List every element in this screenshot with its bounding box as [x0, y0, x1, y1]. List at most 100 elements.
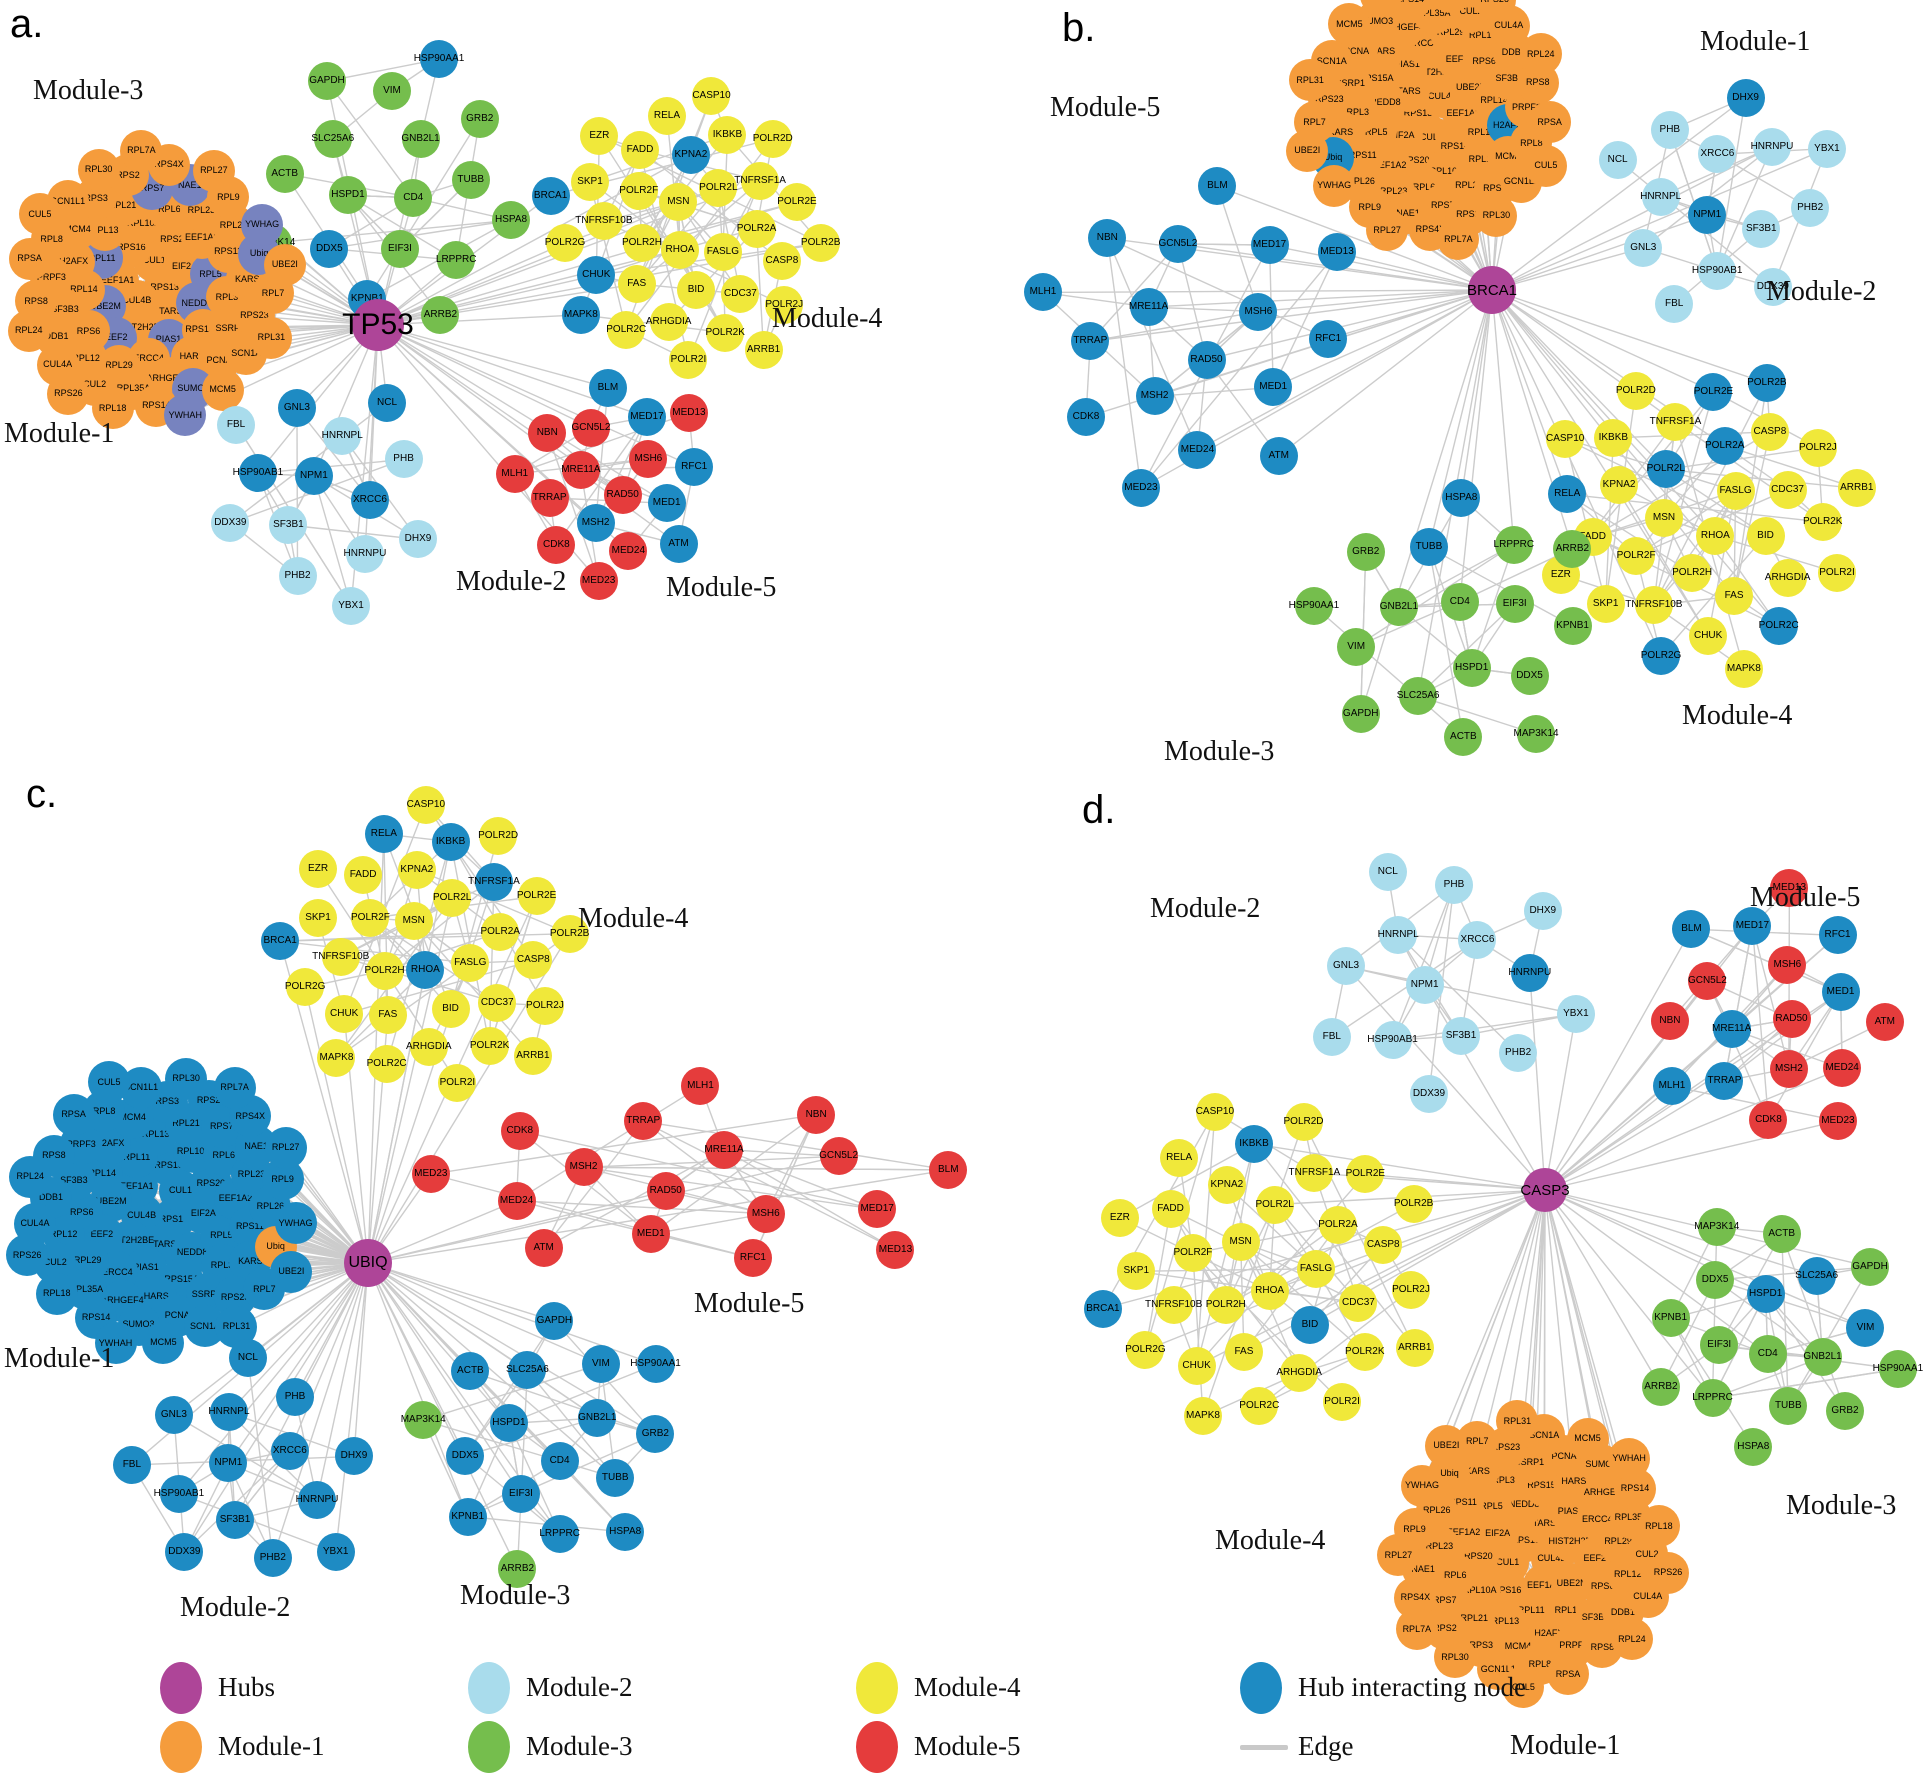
- node-hspd1[interactable]: HSPD1: [489, 1404, 528, 1443]
- node-msh6[interactable]: MSH6: [1239, 292, 1278, 331]
- node-med23[interactable]: MED23: [579, 561, 618, 600]
- node-cdc37[interactable]: CDC37: [1339, 1283, 1378, 1322]
- node-casp10[interactable]: CASP10: [692, 77, 731, 116]
- node-kpna2[interactable]: KPNA2: [1600, 465, 1639, 504]
- node-slc25a6[interactable]: SLC25A6: [311, 120, 354, 159]
- node-map3k14[interactable]: MAP3K14: [1694, 1208, 1739, 1247]
- hub-node-ubiq[interactable]: UBIQ: [344, 1239, 392, 1287]
- node-cdk8[interactable]: CDK8: [1066, 398, 1105, 437]
- node-atm[interactable]: ATM: [524, 1229, 563, 1268]
- node-rpl31[interactable]: RPL31: [250, 316, 293, 359]
- node-tnfrsf10b[interactable]: TNFRSF10B: [1625, 586, 1682, 625]
- node-med17[interactable]: MED17: [1733, 906, 1772, 945]
- node-polr2c[interactable]: POLR2C: [1239, 1387, 1279, 1426]
- node-hsp90aa1[interactable]: HSP90AA1: [1873, 1350, 1923, 1389]
- node-msh2[interactable]: MSH2: [1769, 1049, 1808, 1088]
- node-ddx39[interactable]: DDX39: [211, 504, 250, 543]
- node-rhoa[interactable]: RHOA: [406, 950, 445, 989]
- node-phb2[interactable]: PHB2: [1791, 189, 1830, 228]
- node-polr2k[interactable]: POLR2K: [1345, 1333, 1385, 1372]
- node-polr2f[interactable]: POLR2F: [619, 172, 658, 211]
- node-gcn5l2[interactable]: GCN5L2: [1688, 961, 1727, 1000]
- node-med1[interactable]: MED1: [631, 1215, 670, 1254]
- node-cul5[interactable]: CUL5: [1524, 144, 1567, 187]
- node-msn[interactable]: MSN: [1221, 1223, 1260, 1262]
- node-tubb[interactable]: TUBB: [596, 1458, 635, 1497]
- node-tnfrsf10b[interactable]: TNFRSF10B: [312, 937, 369, 976]
- node-eif3i[interactable]: EIF3I: [1700, 1326, 1739, 1365]
- node-rps26[interactable]: RPS26: [6, 1234, 49, 1277]
- node-polr2i[interactable]: POLR2I: [438, 1063, 477, 1102]
- node-ncl[interactable]: NCL: [228, 1339, 267, 1378]
- node-ywhah[interactable]: YWHAH: [164, 394, 207, 437]
- node-trrap[interactable]: TRRAP: [530, 478, 569, 517]
- node-polr2d[interactable]: POLR2D: [1284, 1102, 1324, 1141]
- node-grb2[interactable]: GRB2: [1825, 1391, 1864, 1430]
- node-blm[interactable]: BLM: [1198, 167, 1237, 206]
- node-faslg[interactable]: FASLG: [1716, 472, 1755, 511]
- node-tnfrsf10b[interactable]: TNFRSF10B: [575, 202, 633, 241]
- node-blm[interactable]: BLM: [588, 368, 627, 407]
- node-hspa8[interactable]: HSPA8: [492, 201, 531, 240]
- node-slc25a6[interactable]: SLC25A6: [1795, 1256, 1838, 1295]
- node-chuk[interactable]: CHUK: [577, 256, 616, 295]
- node-cd4[interactable]: CD4: [1748, 1335, 1787, 1374]
- node-faslg[interactable]: FASLG: [1296, 1249, 1335, 1288]
- node-casp8[interactable]: CASP8: [762, 242, 801, 281]
- node-hnrnpu[interactable]: HNRNPU: [296, 1480, 338, 1519]
- node-ywhah[interactable]: YWHAH: [94, 1322, 137, 1365]
- node-arrb2[interactable]: ARRB2: [1553, 529, 1592, 568]
- node-casp10[interactable]: CASP10: [407, 785, 445, 824]
- node-mre11a[interactable]: MRE11A: [1712, 1010, 1751, 1049]
- node-fas[interactable]: FAS: [1224, 1332, 1263, 1371]
- node-polr2h[interactable]: POLR2H: [622, 223, 662, 262]
- node-tnfrsf1a[interactable]: TNFRSF1A: [1289, 1154, 1340, 1193]
- node-hspa8[interactable]: HSPA8: [606, 1513, 645, 1552]
- node-gnb2l1[interactable]: GNB2L1: [578, 1399, 617, 1438]
- node-mre11a[interactable]: MRE11A: [704, 1130, 744, 1169]
- node-arhgdia[interactable]: ARHGDIA: [1765, 558, 1810, 597]
- node-sf3b1[interactable]: SF3B1: [269, 505, 308, 544]
- node-ezr[interactable]: EZR: [299, 850, 338, 889]
- node-med13[interactable]: MED13: [1318, 233, 1357, 272]
- node-grb2[interactable]: GRB2: [636, 1415, 675, 1454]
- node-eif3i[interactable]: EIF3I: [1495, 584, 1534, 623]
- node-rhoa[interactable]: RHOA: [1696, 516, 1735, 555]
- node-mapk8[interactable]: MAPK8: [1183, 1397, 1222, 1436]
- node-med23[interactable]: MED23: [1121, 469, 1160, 508]
- node-gnb2l1[interactable]: GNB2L1: [401, 120, 440, 159]
- node-grb2[interactable]: GRB2: [460, 100, 499, 139]
- node-mlh1[interactable]: MLH1: [495, 454, 534, 493]
- node-polr2k[interactable]: POLR2K: [1803, 503, 1842, 542]
- node-polr2h[interactable]: POLR2H: [1672, 554, 1712, 593]
- node-ezr[interactable]: EZR: [580, 116, 619, 155]
- node-msh6[interactable]: MSH6: [746, 1194, 785, 1233]
- node-faslg[interactable]: FASLG: [703, 232, 742, 271]
- node-arrb2[interactable]: ARRB2: [1641, 1368, 1680, 1407]
- node-arhgdia[interactable]: ARHGDIA: [1276, 1354, 1322, 1393]
- node-hspa8[interactable]: HSPA8: [1442, 478, 1481, 517]
- node-ddx5[interactable]: DDX5: [310, 229, 349, 268]
- node-phb[interactable]: PHB: [276, 1377, 315, 1416]
- node-lrpprc[interactable]: LRPPRC: [1692, 1379, 1733, 1418]
- node-polr2c[interactable]: POLR2C: [1759, 607, 1799, 646]
- node-rps26[interactable]: RPS26: [1473, 0, 1516, 21]
- node-ikbkb[interactable]: IKBKB: [708, 116, 747, 155]
- node-gcn5l2[interactable]: GCN5L2: [571, 408, 610, 447]
- node-rela[interactable]: RELA: [647, 96, 686, 135]
- node-fbl[interactable]: FBL: [112, 1445, 151, 1484]
- node-phb2[interactable]: PHB2: [1499, 1034, 1538, 1073]
- node-ube2i[interactable]: UBE2I: [270, 1250, 313, 1293]
- node-actb[interactable]: ACTB: [451, 1352, 490, 1391]
- node-rpl30[interactable]: RPL30: [77, 148, 120, 191]
- node-cdk8[interactable]: CDK8: [537, 525, 576, 564]
- node-npm1[interactable]: NPM1: [209, 1444, 248, 1483]
- node-brca1[interactable]: BRCA1: [261, 922, 300, 961]
- node-atm[interactable]: ATM: [659, 525, 698, 564]
- node-phb[interactable]: PHB: [1434, 865, 1473, 904]
- node-polr2i[interactable]: POLR2I: [1323, 1383, 1362, 1422]
- node-gnl3[interactable]: GNL3: [277, 388, 316, 427]
- node-map3k14[interactable]: MAP3K14: [1514, 715, 1559, 754]
- node-rpl30[interactable]: RPL30: [1475, 194, 1518, 237]
- node-msh2[interactable]: MSH2: [1135, 377, 1174, 416]
